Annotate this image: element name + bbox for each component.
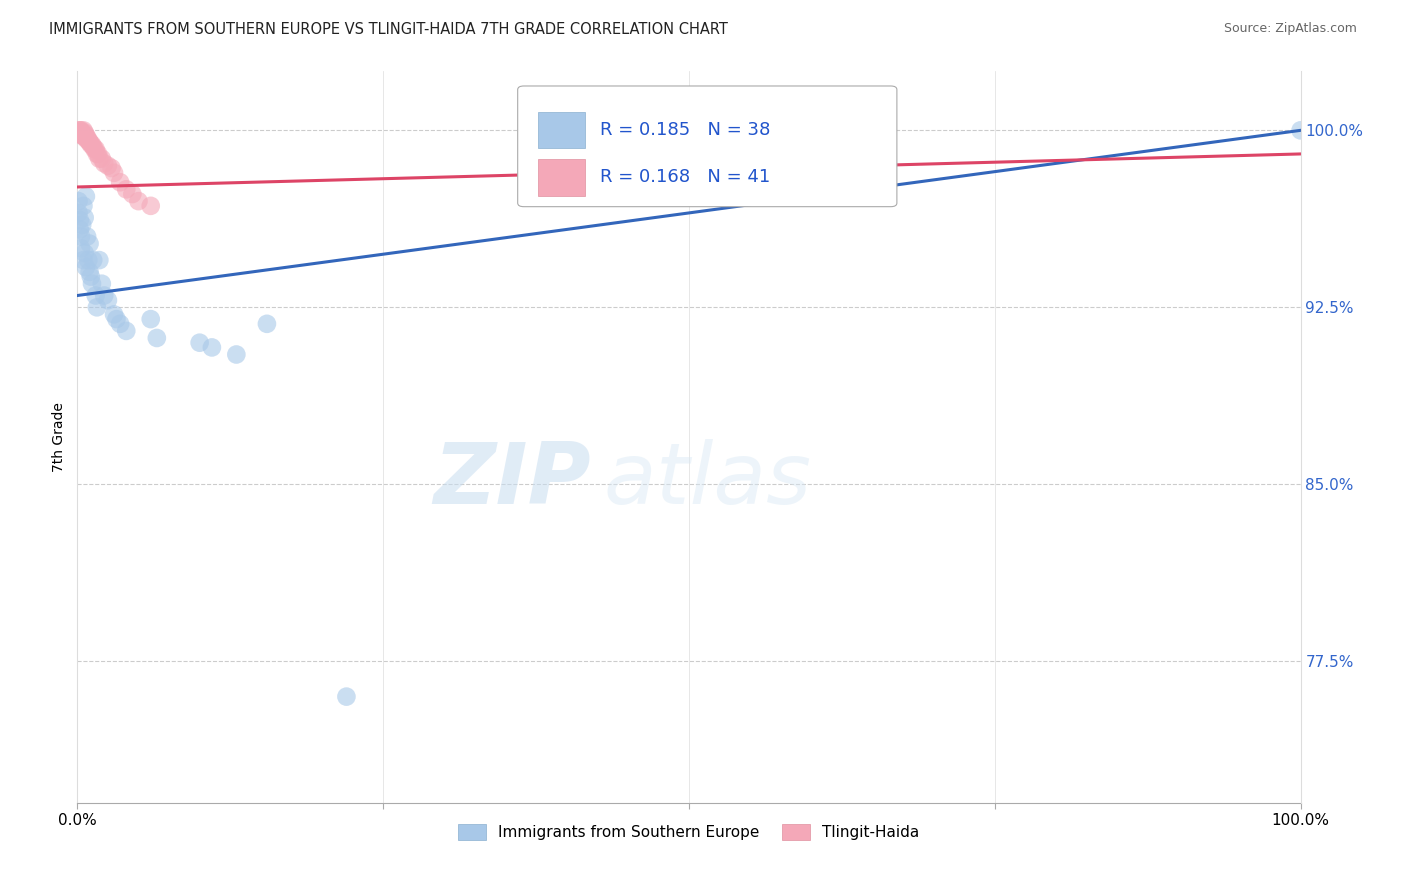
Point [70,126,93,140]
Text: IMMIGRANTS FROM SOUTHERN EUROPE VS TLINGIT-HAIDA 7TH GRADE CORRELATION CHART: IMMIGRANTS FROM SOUTHERN EUROPE VS TLING… [49,22,728,37]
Point [103,307,125,321]
Point [115,182,138,196]
Point [139,312,162,326]
Point [97,293,120,308]
Point [108,317,131,331]
Point [127,194,149,208]
Point [256,317,278,331]
Point [70,128,93,142]
Point [86,301,108,315]
Point [79,135,101,149]
Point [69,213,91,227]
Point [75,260,97,275]
Point [67,123,90,137]
Point [67,126,90,140]
Point [776,140,799,154]
Point [335,690,357,704]
Point [76,133,98,147]
Y-axis label: 7th Grade: 7th Grade [52,402,66,472]
Point [76,229,98,244]
Point [188,335,211,350]
Point [79,135,101,149]
Point [73,126,96,140]
Point [70,229,93,244]
Text: R = 0.168   N = 41: R = 0.168 N = 41 [599,169,770,186]
Point [77,253,100,268]
Point [100,161,122,175]
Point [90,277,112,291]
FancyBboxPatch shape [538,112,585,148]
Point [115,324,138,338]
Point [862,137,884,152]
Point [80,137,103,152]
Point [70,128,93,142]
Point [80,277,103,291]
Point [225,347,247,361]
Text: atlas: atlas [603,440,811,523]
Point [72,128,94,142]
FancyBboxPatch shape [538,159,585,195]
Point [67,194,90,208]
Point [80,269,103,284]
Point [83,142,105,156]
Legend: Immigrants from Southern Europe, Tlingit-Haida: Immigrants from Southern Europe, Tlingit… [453,818,925,847]
Text: R = 0.185   N = 38: R = 0.185 N = 38 [599,121,770,139]
Point [75,128,97,142]
Point [105,312,128,326]
Point [69,222,91,236]
Point [77,133,100,147]
Point [87,147,110,161]
Point [75,189,97,203]
Point [69,123,91,137]
Point [79,236,101,251]
Point [82,140,104,154]
Point [108,175,131,189]
Point [103,166,125,180]
Point [201,340,224,354]
Point [67,206,90,220]
Point [90,152,112,166]
Point [121,187,143,202]
Point [70,123,93,137]
Point [1289,123,1312,137]
Point [73,130,96,145]
Point [93,288,115,302]
Point [73,246,96,260]
Point [72,199,94,213]
Point [82,253,104,268]
Point [678,142,700,156]
Point [579,147,602,161]
Point [72,253,94,268]
Point [76,130,98,145]
Point [79,265,101,279]
Point [70,218,93,232]
Point [75,130,97,145]
Point [89,152,111,166]
Point [72,123,94,137]
Point [84,288,107,302]
Point [70,241,93,255]
Point [84,142,107,156]
Point [73,211,96,225]
Point [93,156,115,170]
Point [69,126,91,140]
Point [80,137,103,152]
Point [89,253,111,268]
Point [146,331,169,345]
Point [139,199,162,213]
Point [97,159,120,173]
Point [86,147,108,161]
Text: ZIP: ZIP [433,440,591,523]
Text: Source: ZipAtlas.com: Source: ZipAtlas.com [1223,22,1357,36]
FancyBboxPatch shape [517,86,897,207]
